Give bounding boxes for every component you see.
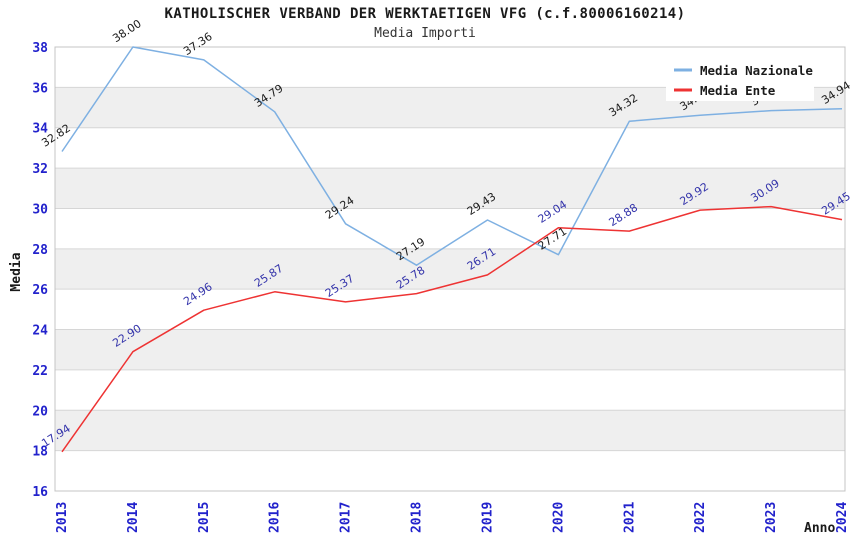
plot-bands [55,47,845,491]
plot-band [55,208,845,249]
x-tick-label: 2020 [551,502,566,533]
series-line-media-nazionale [61,46,843,266]
plot-border [54,46,846,492]
y-tick-label: 16 [32,485,48,500]
x-tick-label: 2022 [693,502,708,533]
x-tick-label: 2024 [835,502,850,533]
y-tick-label: 28 [32,243,48,258]
plot-band [55,369,845,411]
x-tick-label: 2021 [622,502,637,533]
y-axis-tick-labels: 16 18 20 22 24 26 28 30 32 34 36 38 [32,41,48,500]
x-tick-label: 2017 [339,502,354,533]
x-tick-label: 2023 [764,502,779,533]
legend-label: Media Ente [700,83,776,98]
plot-band [55,168,845,209]
x-tick-label: 2018 [410,502,425,533]
legend-item: Media Ente [674,83,776,98]
legend-item: Media Nazionale [674,63,813,78]
plot-band [55,329,845,370]
chart-title: KATHOLISCHER VERBAND DER WERKTAETIGEN VF… [164,6,686,22]
x-axis-tick-labels: 2013 2014 2015 2016 2017 2018 2019 2020 2021 2022… [55,502,850,533]
y-tick-label: 18 [32,445,48,460]
y-tick-label: 20 [32,404,48,419]
y-tick-label: 38 [32,41,48,56]
plot-band [55,450,845,491]
plot-band [55,410,845,451]
plot-band [55,127,845,169]
plot-band [55,248,845,290]
legend-label: Media Nazionale [700,63,813,78]
legend: Media Nazionale Media Ente [666,57,814,101]
y-tick-label: 30 [32,202,48,217]
x-tick-label: 2013 [55,502,70,533]
point-value-label: 38.00 [110,17,143,45]
y-tick-label: 36 [32,81,48,96]
x-tick-label: 2016 [268,502,283,533]
series-line-media-ente [61,205,843,453]
y-tick-label: 34 [32,122,48,137]
x-tick-label: 2015 [197,502,212,533]
y-axis-title: Media [9,252,24,291]
x-tick-label: 2019 [480,502,495,533]
x-tick-label: 2014 [126,502,141,533]
legend-background [666,57,814,101]
y-tick-label: 32 [32,162,48,177]
chart-subtitle: Media Importi [374,26,476,41]
y-tick-label: 22 [32,364,48,379]
x-axis-title: Anno [804,521,835,536]
plot-band [55,289,845,330]
y-tick-label: 24 [32,324,48,339]
y-tick-label: 26 [32,283,48,298]
